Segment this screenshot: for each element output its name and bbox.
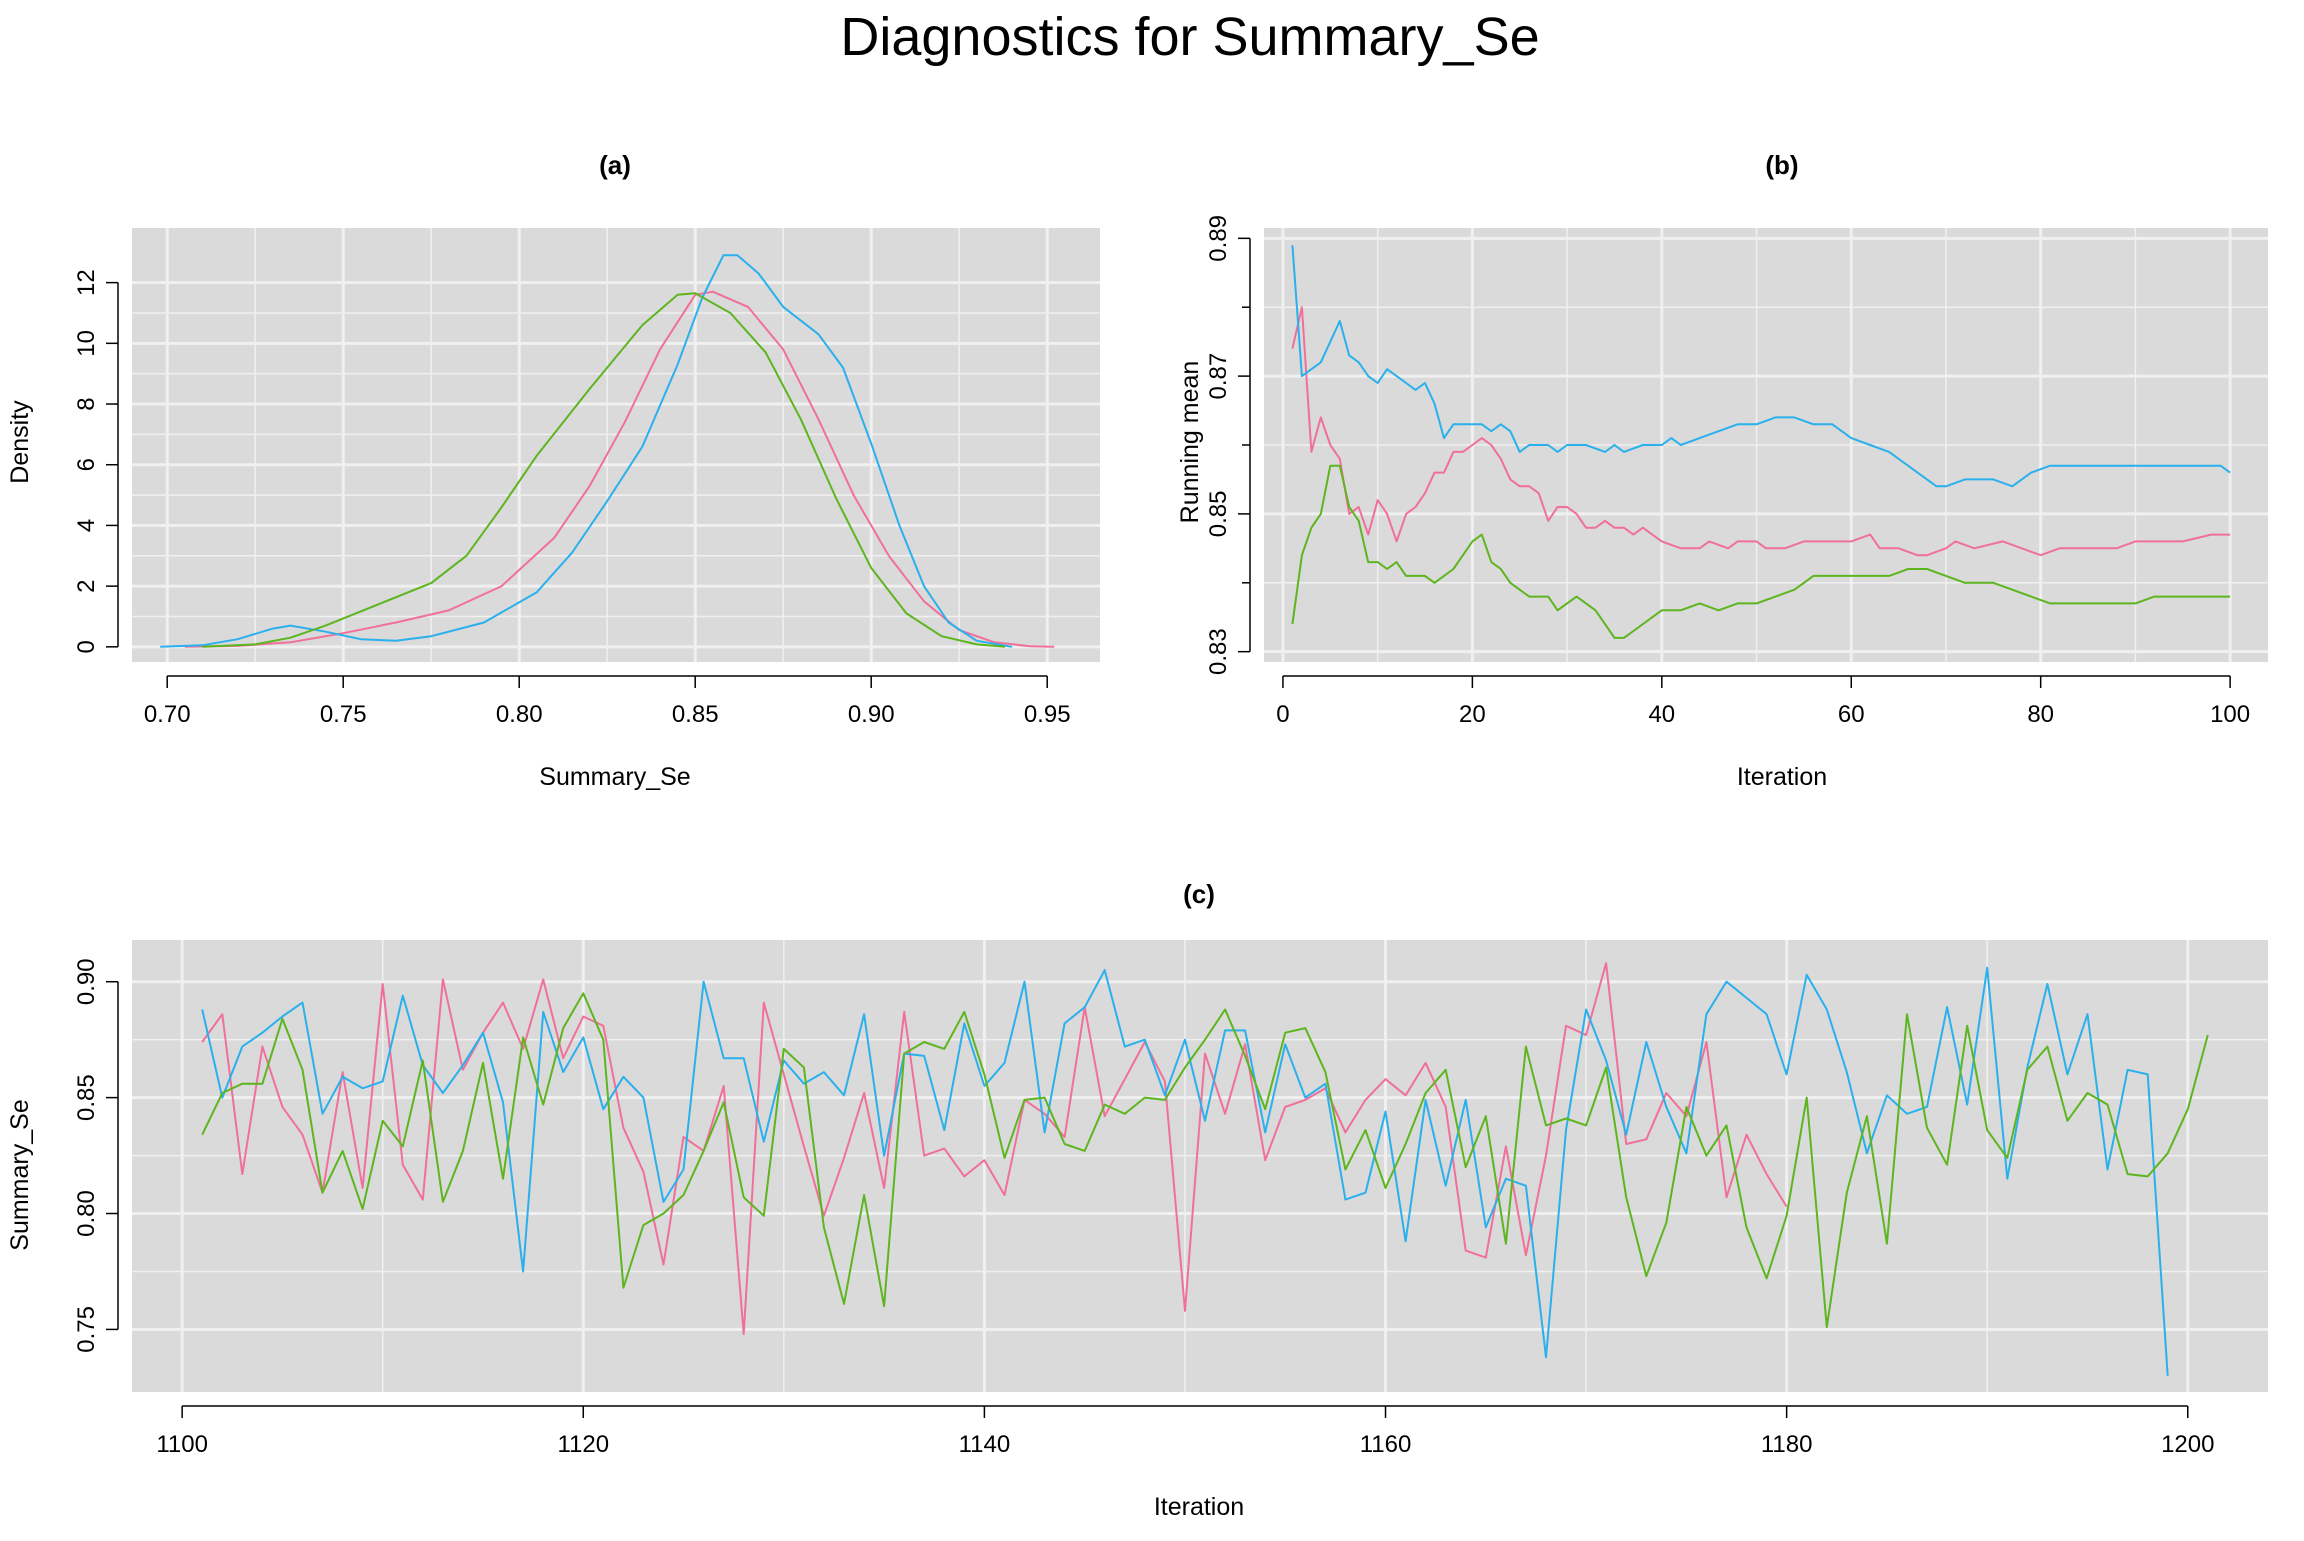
density-y-tick-label: 4 <box>73 519 100 532</box>
density-x-tick-label: 0.95 <box>1024 701 1071 728</box>
running-mean-y-tick-label: 0.83 <box>1205 628 1232 675</box>
trace-y-tick-label: 0.90 <box>73 958 100 1005</box>
running-mean-y-tick-label: 0.87 <box>1205 353 1232 400</box>
running-mean-x-tick-label: 60 <box>1838 701 1865 728</box>
trace-x-tick-label: 1180 <box>1761 1431 1813 1458</box>
panel-a-ylabel: Density <box>6 400 34 484</box>
density-series-1-line <box>184 290 1055 648</box>
density-x-tick-label: 0.75 <box>320 701 367 728</box>
running-mean-x-tick-label: 20 <box>1459 701 1486 728</box>
running-mean-series-3-line <box>1291 464 2231 639</box>
density-y-tick-label: 10 <box>73 330 100 357</box>
trace-series-1-line <box>201 962 1788 1336</box>
panel-b-ylabel: Running mean <box>1176 361 1204 524</box>
density-panel: 0.70 0.75 0.80 0.85 0.90 0.95 0 2 4 6 8 10 12 <box>73 228 1100 728</box>
running-mean-series-2-line <box>1291 245 2231 488</box>
panel-a-label: (a) <box>599 150 631 180</box>
trace-series-2-line <box>201 966 2169 1376</box>
running-mean-panel: 0 20 40 60 80 100 0.83 0.85 0.87 0.89 <box>1205 215 2268 728</box>
running-mean-x-tick-label: 0 <box>1276 701 1289 728</box>
density-x-tick-label: 0.80 <box>496 701 543 728</box>
trace-x-tick-label: 1160 <box>1360 1431 1412 1458</box>
density-x-tick-label: 0.85 <box>672 701 719 728</box>
density-background <box>132 228 1100 662</box>
trace-y-tick-label: 0.85 <box>73 1074 100 1121</box>
density-y-tick-label: 2 <box>73 579 100 592</box>
trace-series-3-line <box>201 992 2209 1329</box>
running-mean-y-tick-label: 0.89 <box>1205 215 1232 262</box>
running-mean-x-tick-label: 40 <box>1648 701 1675 728</box>
running-mean-series-1-line <box>1291 306 2231 557</box>
density-series-2-line <box>160 254 1013 648</box>
panel-c-label: (c) <box>1183 879 1215 909</box>
density-y-tick-label: 8 <box>73 397 100 410</box>
panel-a-xlabel: Summary_Se <box>539 763 690 791</box>
running-mean-x-tick-label: 80 <box>2027 701 2054 728</box>
trace-x-tick-label: 1100 <box>156 1431 208 1458</box>
density-y-tick-label: 12 <box>73 269 100 296</box>
density-series-3-line <box>202 292 1006 648</box>
panel-c-ylabel: Summary_Se <box>6 1099 34 1250</box>
trace-x-tick-label: 1200 <box>2161 1431 2214 1458</box>
trace-x-tick-label: 1140 <box>959 1431 1011 1458</box>
running-mean-x-tick-label: 100 <box>2210 701 2250 728</box>
density-y-tick-label: 0 <box>73 640 100 653</box>
running-mean-y-tick-label: 0.85 <box>1205 491 1232 538</box>
density-x-tick-label: 0.90 <box>848 701 895 728</box>
panel-b-label: (b) <box>1765 150 1798 180</box>
trace-panel: 1100 1120 1140 1160 1180 1200 0.75 0.80 0.85 0.90 <box>73 940 2268 1458</box>
trace-background <box>132 940 2268 1392</box>
trace-y-tick-label: 0.75 <box>73 1306 100 1353</box>
panel-b-xlabel: Iteration <box>1737 763 1827 791</box>
figure-title: Diagnostics for Summary_Se <box>840 7 1539 67</box>
density-y-tick-label: 6 <box>73 458 100 471</box>
panel-c-xlabel: Iteration <box>1154 1493 1244 1521</box>
trace-x-tick-label: 1120 <box>557 1431 609 1458</box>
density-x-tick-label: 0.70 <box>144 701 191 728</box>
trace-y-tick-label: 0.80 <box>73 1190 100 1237</box>
